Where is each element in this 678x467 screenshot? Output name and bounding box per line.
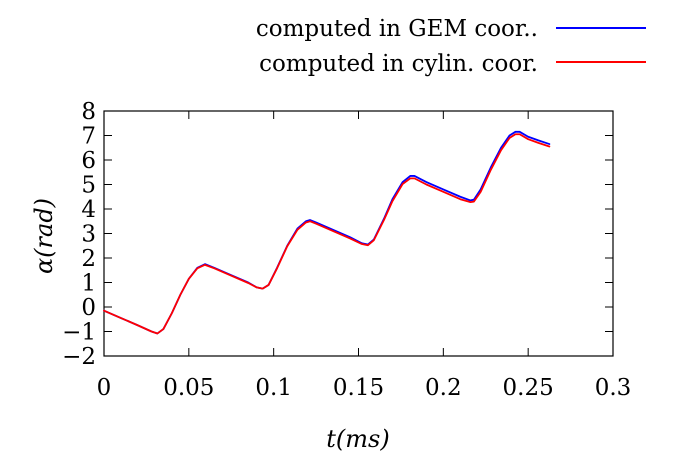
x-tick-label: 0.05 xyxy=(163,375,214,401)
plot-frame xyxy=(103,110,614,357)
legend-label-cylin: computed in cylin. coor. xyxy=(259,51,538,77)
series-line-cylin xyxy=(103,133,551,335)
x-tick-label: 0.2 xyxy=(425,375,462,401)
y-tick-label: 7 xyxy=(81,124,96,150)
y-tick-label: 3 xyxy=(81,222,96,248)
y-tick-label: 0 xyxy=(81,295,96,321)
x-tick-label: 0.3 xyxy=(595,375,632,401)
y-tick-label: 6 xyxy=(81,148,96,174)
series-line-gem xyxy=(103,130,551,335)
y-tick-label: −2 xyxy=(62,344,96,370)
y-tick-label: 2 xyxy=(81,246,96,272)
legend-label-gem: computed in GEM coor.. xyxy=(256,16,538,42)
x-tick-label: 0.1 xyxy=(255,375,292,401)
y-tick-label: 1 xyxy=(81,271,96,297)
y-tick-label: 4 xyxy=(81,197,96,223)
x-tick-label: 0.25 xyxy=(503,375,554,401)
x-tick-label: 0.15 xyxy=(333,375,384,401)
x-axis-label: t(ms) xyxy=(326,425,389,453)
legend: computed in GEM coor.. computed in cylin… xyxy=(256,16,646,77)
y-axis-label: α(rad) xyxy=(30,198,58,274)
y-tick-label: 8 xyxy=(81,99,96,125)
y-tick-label: −1 xyxy=(62,320,96,346)
plot-area xyxy=(103,110,614,357)
x-tick-label: 0 xyxy=(97,375,112,401)
y-tick-label: 5 xyxy=(81,173,96,199)
